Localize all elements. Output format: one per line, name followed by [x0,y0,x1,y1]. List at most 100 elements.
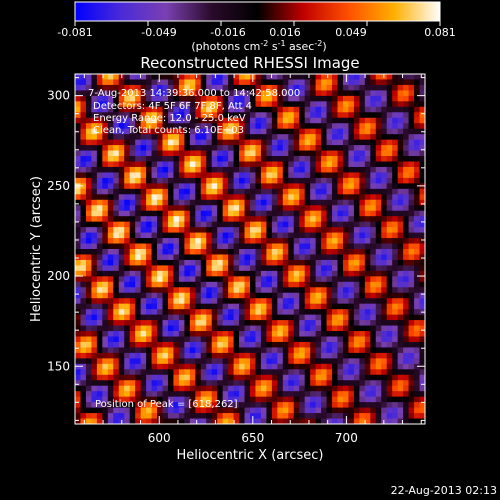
heatmap-cell [244,259,251,267]
heatmap-cell [326,407,333,414]
heatmap-cell [80,309,87,316]
heatmap-cell [397,166,404,174]
heatmap-cell [375,249,382,256]
heatmap-cell [386,84,393,92]
heatmap-cell [408,281,415,288]
heatmap-cell [206,188,213,195]
heatmap-cell [244,177,251,184]
heatmap-cell [342,320,350,327]
heatmap-cell [206,166,213,174]
heatmap-cell [157,380,164,387]
heatmap-cell [178,309,185,316]
heatmap-cell [162,298,169,305]
heatmap-cell [151,106,158,113]
heatmap-cell [255,161,262,168]
colorbar-unit-label: (photons cm-2 s-1 asec-2) [191,39,326,53]
heatmap-cell [304,112,311,119]
heatmap-cell [408,396,415,403]
heatmap-cell [157,265,164,272]
heatmap-cell [80,139,87,146]
heatmap-cell [195,341,202,349]
heatmap-cell [96,276,103,283]
heatmap-cell [293,101,300,108]
heatmap-cell [118,369,125,376]
heatmap-cell [129,309,136,316]
heatmap-cell [403,320,410,327]
heatmap-cell [304,84,311,92]
heatmap-cell [348,380,355,387]
heatmap-cell [157,314,164,321]
heatmap-cell [178,413,185,420]
heatmap-cell [75,101,82,108]
heatmap-cell [113,139,120,146]
heatmap-cell [271,265,278,272]
heatmap-cell [370,380,377,387]
heatmap-cell [326,254,333,261]
heatmap-cell [206,249,213,256]
heatmap-cell [195,314,202,321]
heatmap-cell [195,254,202,261]
heatmap-cell [228,134,235,141]
heatmap-cell [135,331,142,338]
heatmap-cell [288,341,295,349]
heatmap-cell [228,254,235,261]
heatmap-cell [107,243,114,250]
heatmap-cell [107,172,114,179]
heatmap-cell [80,128,87,135]
heatmap-cell [397,210,404,217]
heatmap-cell [157,232,164,239]
heatmap-cell [140,309,147,316]
heatmap-cell [239,188,246,195]
heatmap-cell [206,418,213,424]
heatmap-cell [293,287,300,294]
heatmap-cell [85,320,93,327]
heatmap-cell [244,298,251,305]
heatmap-cell [195,79,202,86]
heatmap-cell [129,276,136,283]
heatmap-cell [228,303,235,310]
heatmap-cell [348,172,355,179]
heatmap-cell [211,391,218,398]
heatmap-cell [364,374,371,381]
heatmap-cell [321,101,328,108]
heatmap-cell [288,156,295,163]
heatmap-cell [107,396,114,403]
heatmap-cell [91,90,98,97]
heatmap-cell [403,172,410,179]
heatmap-cell [85,183,93,190]
heatmap-cell [348,221,355,228]
heatmap-cell [151,391,158,398]
heatmap-cell [151,188,158,195]
heatmap-cell [173,249,180,256]
heatmap-cell [348,177,355,184]
heatmap-cell [189,259,196,267]
heatmap-cell [102,303,109,310]
heatmap-cell [118,101,125,108]
heatmap-cell [135,243,142,250]
heatmap-cell [332,243,339,250]
heatmap-cell [178,205,185,212]
heatmap-cell [386,363,393,370]
heatmap-cell [304,352,311,359]
heatmap-cell [129,188,136,195]
heatmap-cell [151,101,158,108]
heatmap-cell [321,188,328,195]
heatmap-cell [200,259,207,267]
heatmap-cell [282,341,289,349]
heatmap-cell [200,227,207,234]
heatmap-cell [414,320,421,327]
heatmap-cell [91,183,98,190]
heatmap-cell [288,210,295,217]
heatmap-cell [184,227,191,234]
heatmap-cell [189,249,196,256]
heatmap-cell [293,194,300,201]
heatmap-cell [332,385,339,392]
heatmap-cell [392,161,399,168]
heatmap-cell [129,74,136,81]
heatmap-cell [113,232,120,239]
heatmap-cell [195,101,202,108]
heatmap-cell [408,139,415,146]
heatmap-cell [310,177,317,184]
heatmap-cell [277,380,284,387]
heatmap-cell [233,270,240,277]
